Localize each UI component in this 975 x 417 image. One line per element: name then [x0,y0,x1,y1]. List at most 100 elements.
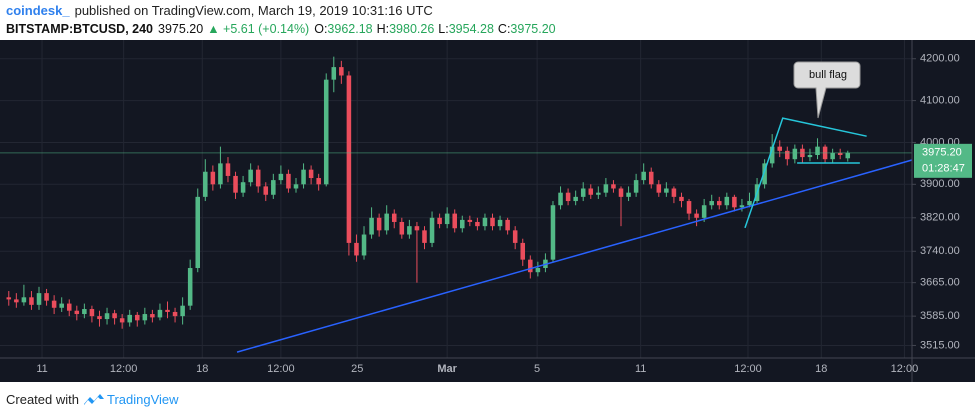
candle-body [739,205,745,208]
candle-body [135,314,140,321]
candle-body [218,163,223,185]
candle-body [656,184,662,193]
candle-body [475,221,480,227]
candle-body [104,313,110,320]
candle-body [460,219,465,229]
candle-body [407,226,412,235]
candle-body [187,268,193,306]
candle-body [6,297,12,300]
candle-body [497,219,503,227]
candle-body [89,309,95,317]
candle-body [51,300,57,308]
x-tick-label: 25 [351,363,363,375]
candle-body [512,230,518,243]
candle-body [505,219,510,231]
candle-body [331,67,337,80]
candle-body [361,234,367,256]
y-tick-label: 3585.00 [920,310,960,322]
candle-body [535,268,541,273]
published: published on TradingView.com, March 19, … [75,3,433,18]
candle-body [747,201,752,206]
candle-body [225,163,231,176]
candle-body [376,217,382,231]
candle-body [308,169,314,179]
chart-background [0,40,975,382]
x-tick-label: 12:00 [110,363,138,375]
ohlc-label: O: [314,22,327,36]
candle-body [44,293,49,301]
candle-body [580,188,586,197]
y-tick-label: 3820.00 [920,212,960,224]
candle-body [837,152,843,156]
candle-body [611,184,616,189]
candle-body [316,178,321,185]
candle-body [278,173,284,181]
ohlc-label: L: [438,22,448,36]
ohlc-label: H: [377,22,390,36]
last: 3975.20 [158,22,203,36]
x-tick-label: 12:00 [267,363,295,375]
candle-body [399,221,405,235]
candle-body [520,242,526,260]
change: ▲ +5.61 (+0.14%) [207,22,309,36]
candle-body [452,213,457,229]
ohlc-label: C: [498,22,511,36]
candle-body [490,217,495,227]
candle-body [444,213,450,225]
candle-body [210,171,216,185]
candle-body [618,188,624,197]
candle-body [807,155,813,158]
candle-body [588,188,594,195]
candle-body [203,171,208,197]
header-line: coindesk_ published on TradingView.com, M… [6,3,433,18]
candle-body [293,184,299,189]
symbol: BITSTAMP:BTCUSD, 240 [6,22,153,36]
candle-body [777,146,782,151]
symbol-line: BITSTAMP:BTCUSD, 240 3975.20 ▲ +5.61 (+0.1… [6,22,556,36]
candle-body [785,150,790,160]
candle-body [528,259,533,273]
x-tick-label: 12:00 [891,363,919,375]
candle-body [391,213,397,222]
candle-body [845,152,851,159]
candle-body [709,201,714,206]
candle-body [112,313,117,319]
y-tick-label: 4100.00 [920,95,960,107]
candle-body [36,293,42,305]
candle-body [701,205,707,218]
created-with: Created with [6,392,79,407]
footer: Created with TradingView [6,392,179,407]
plot: 4200.004100.004000.003900.003820.003740.… [0,40,972,375]
candle-body [565,192,571,202]
candle-body [263,186,269,195]
candle-body [762,163,767,185]
candle-body [558,192,563,206]
candle-body [830,152,835,160]
candle-body [815,146,820,156]
y-tick-label: 3665.00 [920,277,960,289]
candle-body [271,180,276,195]
candle-body [248,169,253,183]
candle-body [119,318,125,323]
candle-body [240,182,246,193]
candle-body [603,184,609,193]
candle-body [255,169,261,187]
candle-body [550,205,556,260]
candle-body [686,201,692,214]
y-tick-label: 4200.00 [920,53,960,65]
candle-body [694,213,699,218]
price-label-bg [914,143,972,178]
price-label: 3975.20 [922,147,962,159]
candle-body [180,305,185,317]
trend-line [744,117,867,229]
candle-body [142,314,148,321]
callout [793,61,861,119]
candle-body [648,171,654,185]
author: coindesk_ [6,3,70,18]
candle-body [573,196,578,202]
candle-body [429,217,435,243]
candle-body [82,309,87,315]
candle-body [339,67,344,76]
countdown: 01:28:47 [922,163,965,175]
